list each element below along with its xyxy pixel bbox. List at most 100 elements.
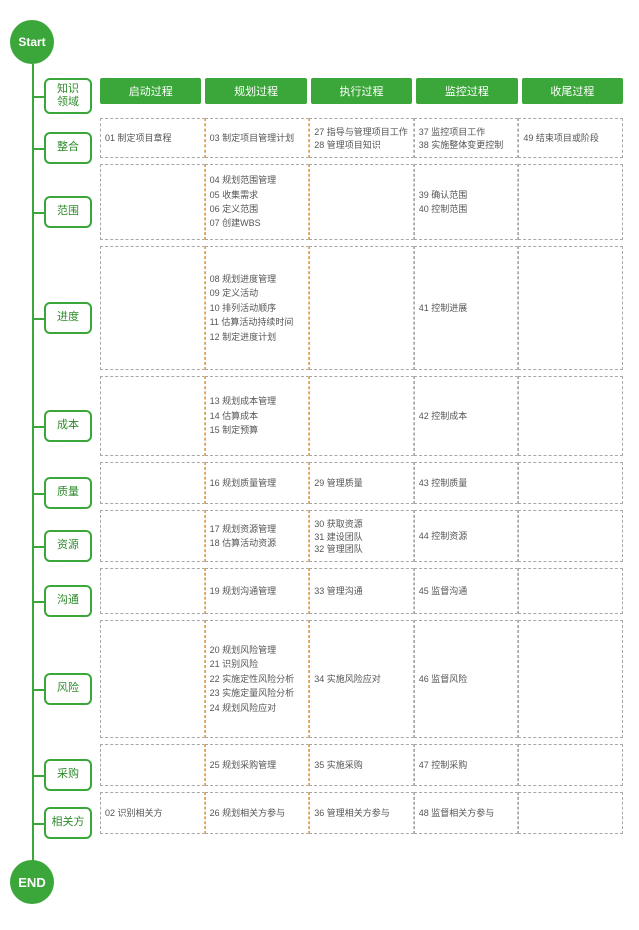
process-item: 30 获取资源 xyxy=(314,517,409,530)
process-cell xyxy=(518,620,623,738)
matrix-row: 17 规划资源管理18 估算活动资源30 获取资源31 建设团队32 管理团队4… xyxy=(100,510,623,562)
process-item: 48 监督相关方参与 xyxy=(419,806,514,820)
process-item: 24 规划风险应对 xyxy=(210,701,305,715)
process-cell: 30 获取资源31 建设团队32 管理团队 xyxy=(309,510,414,562)
process-cell: 39 确认范围40 控制范围 xyxy=(414,164,519,240)
matrix-row: 08 规划进度管理09 定义活动10 排列活动顺序11 估算活动持续时间12 制… xyxy=(100,246,623,370)
process-item: 44 控制资源 xyxy=(419,529,514,543)
matrix-row: 16 规划质量管理 29 管理质量 43 控制质量 xyxy=(100,462,623,504)
process-item: 47 控制采购 xyxy=(419,758,514,772)
process-item: 33 管理沟通 xyxy=(314,584,409,598)
process-item: 26 规划相关方参与 xyxy=(210,806,305,820)
branch-line xyxy=(32,212,44,214)
process-cell: 01 制定项目章程 xyxy=(100,118,205,158)
process-cell xyxy=(100,246,205,370)
process-cell xyxy=(518,462,623,504)
domain-label: 整合 xyxy=(44,132,92,164)
process-item: 20 规划风险管理 xyxy=(210,643,305,657)
knowledge-area-header: 知识领域 xyxy=(44,78,92,114)
matrix-row: 04 规划范围管理05 收集需求06 定义范围07 创建WBS 39 确认范围40… xyxy=(100,164,623,240)
process-cell: 45 监督沟通 xyxy=(414,568,519,614)
process-item: 06 定义范围 xyxy=(210,202,305,216)
process-cell: 16 规划质量管理 xyxy=(205,462,310,504)
branch-line xyxy=(32,318,44,320)
process-cell xyxy=(100,164,205,240)
process-item: 14 估算成本 xyxy=(210,409,305,423)
process-cell: 03 制定项目管理计划 xyxy=(205,118,310,158)
process-matrix: 启动过程规划过程执行过程监控过程收尾过程 01 制定项目章程03 制定项目管理计… xyxy=(100,78,623,840)
process-item: 05 收集需求 xyxy=(210,188,305,202)
domain-label: 成本 xyxy=(44,410,92,442)
branch-line xyxy=(32,601,44,603)
process-cell xyxy=(100,620,205,738)
process-cell xyxy=(518,164,623,240)
domain-label: 资源 xyxy=(44,530,92,562)
process-cell: 49 结束项目或阶段 xyxy=(518,118,623,158)
domain-label: 范围 xyxy=(44,196,92,228)
process-cell: 04 规划范围管理05 收集需求06 定义范围07 创建WBS xyxy=(205,164,310,240)
column-header: 启动过程 xyxy=(100,78,201,104)
process-cell: 44 控制资源 xyxy=(414,510,519,562)
process-cell xyxy=(309,246,414,370)
process-cell: 43 控制质量 xyxy=(414,462,519,504)
branch-line xyxy=(32,148,44,150)
process-item: 37 监控项目工作 xyxy=(419,125,514,138)
process-item: 49 结束项目或阶段 xyxy=(523,131,618,145)
start-badge: Start xyxy=(10,20,54,64)
process-item: 23 实施定量风险分析 xyxy=(210,686,305,700)
process-cell: 20 规划风险管理21 识别风险22 实施定性风险分析23 实施定量风险分析24… xyxy=(205,620,310,738)
domain-label: 相关方 xyxy=(44,807,92,839)
process-cell: 42 控制成本 xyxy=(414,376,519,456)
process-cell: 26 规划相关方参与 xyxy=(205,792,310,834)
domain-label: 沟通 xyxy=(44,585,92,617)
process-item: 45 监督沟通 xyxy=(419,584,514,598)
domain-label: 进度 xyxy=(44,302,92,334)
domain-label: 风险 xyxy=(44,673,92,705)
branch-line xyxy=(32,426,44,428)
process-cell: 46 监督风险 xyxy=(414,620,519,738)
process-item: 15 制定预算 xyxy=(210,423,305,437)
process-item: 41 控制进展 xyxy=(419,301,514,315)
process-item: 03 制定项目管理计划 xyxy=(210,131,305,145)
process-cell xyxy=(309,164,414,240)
process-cell xyxy=(309,376,414,456)
process-cell: 02 识别相关方 xyxy=(100,792,205,834)
process-item: 32 管理团队 xyxy=(314,542,409,555)
process-cell: 25 规划采购管理 xyxy=(205,744,310,786)
process-item: 13 规划成本管理 xyxy=(210,394,305,408)
process-cell xyxy=(518,246,623,370)
process-item: 34 实施风险应对 xyxy=(314,672,409,686)
process-item: 42 控制成本 xyxy=(419,409,514,423)
process-item: 16 规划质量管理 xyxy=(210,476,305,490)
process-item: 36 管理相关方参与 xyxy=(314,806,409,820)
process-item: 46 监督风险 xyxy=(419,672,514,686)
process-cell xyxy=(518,792,623,834)
branch-line xyxy=(32,689,44,691)
process-cell xyxy=(100,568,205,614)
process-cell: 08 规划进度管理09 定义活动10 排列活动顺序11 估算活动持续时间12 制… xyxy=(205,246,310,370)
domain-label: 采购 xyxy=(44,759,92,791)
domain-label: 质量 xyxy=(44,477,92,509)
process-item: 19 规划沟通管理 xyxy=(210,584,305,598)
process-cell xyxy=(518,744,623,786)
process-item: 04 规划范围管理 xyxy=(210,173,305,187)
process-cell xyxy=(100,376,205,456)
process-item: 10 排列活动顺序 xyxy=(210,301,305,315)
branch-line xyxy=(32,546,44,548)
process-cell: 34 实施风险应对 xyxy=(309,620,414,738)
process-item: 43 控制质量 xyxy=(419,476,514,490)
process-cell: 47 控制采购 xyxy=(414,744,519,786)
branch-line xyxy=(32,96,44,98)
process-item: 17 规划资源管理 xyxy=(210,522,305,536)
process-item: 02 识别相关方 xyxy=(105,806,200,820)
column-header: 规划过程 xyxy=(205,78,306,104)
process-cell: 29 管理质量 xyxy=(309,462,414,504)
process-cell: 13 规划成本管理14 估算成本15 制定预算 xyxy=(205,376,310,456)
branch-line xyxy=(32,775,44,777)
process-cell xyxy=(518,568,623,614)
column-header: 收尾过程 xyxy=(522,78,623,104)
process-cell xyxy=(518,510,623,562)
process-item: 21 识别风险 xyxy=(210,657,305,671)
matrix-row: 01 制定项目章程03 制定项目管理计划27 指导与管理项目工作28 管理项目知… xyxy=(100,118,623,158)
matrix-rows: 01 制定项目章程03 制定项目管理计划27 指导与管理项目工作28 管理项目知… xyxy=(100,118,623,834)
